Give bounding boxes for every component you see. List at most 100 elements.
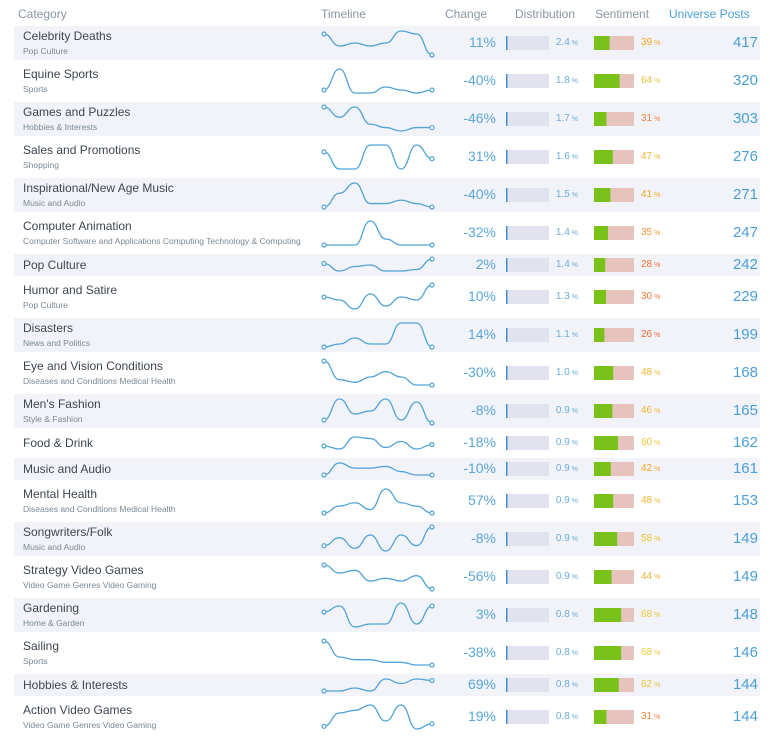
- percent-sign: %: [654, 650, 661, 657]
- header-timeline: Timeline: [321, 7, 366, 21]
- distribution-track: [506, 710, 549, 724]
- timeline: [321, 488, 435, 516]
- sparkline-end: [321, 87, 327, 93]
- timeline: [321, 524, 435, 552]
- sentiment-number: 68: [641, 647, 653, 658]
- sentiment-bar: [594, 226, 634, 240]
- table-row: Humor and Satire Pop Culture 10% 1.3% 30% 229: [14, 280, 760, 314]
- timeline: [321, 398, 435, 426]
- distribution-number: 2.4: [555, 37, 570, 48]
- sentiment-number: 62: [641, 679, 653, 690]
- sentiment-number: 31: [641, 711, 653, 722]
- sentiment-number: 68: [641, 609, 653, 620]
- distribution-number: 0.9: [555, 533, 570, 544]
- percent-sign: %: [571, 154, 578, 161]
- sparkline: [323, 284, 433, 310]
- distribution-bar: [506, 36, 549, 50]
- distribution-fill: [506, 570, 508, 584]
- subcategory: News and Politics: [23, 338, 91, 348]
- subcategory: Pop Culture: [23, 300, 68, 310]
- sparkline-end: [321, 543, 327, 549]
- distribution-number: 1.1: [555, 329, 570, 340]
- distribution-bar: [506, 112, 549, 126]
- timeline: [321, 677, 435, 694]
- posts: 165: [732, 402, 758, 419]
- sentiment-fill: [594, 462, 611, 476]
- change: -8%: [471, 402, 496, 418]
- distribution-track: [506, 570, 549, 584]
- distribution-bar: [506, 328, 549, 342]
- sparkline-end: [429, 472, 435, 478]
- sentiment-number: 26: [641, 329, 653, 340]
- distribution-value: 0.9%: [556, 495, 578, 506]
- sentiment-value: 31%: [641, 113, 660, 124]
- table-row: Eye and Vision Conditions Diseases and Co…: [14, 356, 760, 390]
- subcategory: Computer Software and Applications Compu…: [23, 236, 301, 246]
- sentiment-fill: [594, 532, 618, 546]
- subcategory: Video Game Genres Video Gaming: [23, 580, 157, 590]
- category: Men's Fashion: [23, 397, 101, 411]
- sentiment-value: 64%: [641, 75, 660, 86]
- sparkline: [323, 436, 433, 450]
- distribution-value: 0.9%: [556, 463, 578, 474]
- timeline: [321, 220, 435, 248]
- subcategory: Style & Fashion: [23, 414, 83, 424]
- percent-sign: %: [571, 612, 578, 619]
- table-row: Men's Fashion Style & Fashion -8% 0.9% 46% 16…: [14, 394, 760, 428]
- percent-sign: %: [571, 466, 578, 473]
- sparkline: [323, 220, 432, 246]
- sentiment-value: 31%: [641, 711, 660, 722]
- distribution-bar: [506, 678, 549, 692]
- sentiment-bar: [594, 494, 634, 508]
- sparkline-end: [429, 524, 435, 530]
- percent-sign: %: [571, 498, 578, 505]
- sparkline-end: [321, 562, 327, 568]
- distribution-number: 0.9: [555, 495, 570, 506]
- distribution-number: 0.8: [555, 609, 570, 620]
- sentiment-bar: [594, 36, 634, 50]
- sentiment-value: 41%: [641, 189, 660, 200]
- subcategory: Hobbies & Interests: [23, 122, 98, 132]
- category: Eye and Vision Conditions: [23, 359, 163, 373]
- sentiment-value: 30%: [641, 291, 660, 302]
- sparkline-end: [429, 156, 435, 162]
- percent-sign: %: [654, 192, 661, 199]
- distribution-fill: [506, 532, 508, 546]
- sentiment-bar: [594, 74, 634, 88]
- sparkline: [323, 640, 432, 666]
- sentiment-number: 39: [641, 37, 653, 48]
- sentiment-bar: [594, 678, 634, 692]
- percent-sign: %: [654, 116, 661, 123]
- distribution-bar: [506, 710, 549, 724]
- sentiment-number: 58: [641, 533, 653, 544]
- sentiment-number: 60: [641, 437, 653, 448]
- sparkline-end: [321, 149, 327, 155]
- sentiment-value: 48%: [641, 367, 660, 378]
- category: Computer Animation: [23, 219, 132, 233]
- percent-sign: %: [654, 332, 661, 339]
- posts: 148: [732, 606, 758, 623]
- percent-sign: %: [571, 650, 578, 657]
- percent-sign: %: [571, 262, 578, 269]
- distribution-track: [506, 608, 549, 622]
- table-row: Music and Audio -10% 0.9% 42% 161: [14, 458, 760, 480]
- posts: 199: [732, 326, 758, 343]
- distribution-bar: [506, 436, 549, 450]
- timeline: [321, 104, 435, 132]
- category: Sales and Promotions: [23, 143, 141, 157]
- distribution-fill: [506, 328, 508, 342]
- distribution-value: 1.5%: [556, 189, 578, 200]
- distribution-track: [506, 258, 549, 272]
- percent-sign: %: [571, 574, 578, 581]
- distribution-value: 0.9%: [556, 571, 578, 582]
- timeline: [321, 638, 435, 668]
- distribution-bar: [506, 258, 549, 272]
- sentiment-bar: [594, 290, 634, 304]
- sentiment-bar: [594, 150, 634, 164]
- percent-sign: %: [654, 536, 661, 543]
- sparkline: [323, 258, 433, 272]
- sentiment-bar: [594, 646, 634, 660]
- sparkline-end: [429, 256, 435, 262]
- change: -38%: [463, 644, 496, 660]
- distribution-number: 0.9: [555, 405, 570, 416]
